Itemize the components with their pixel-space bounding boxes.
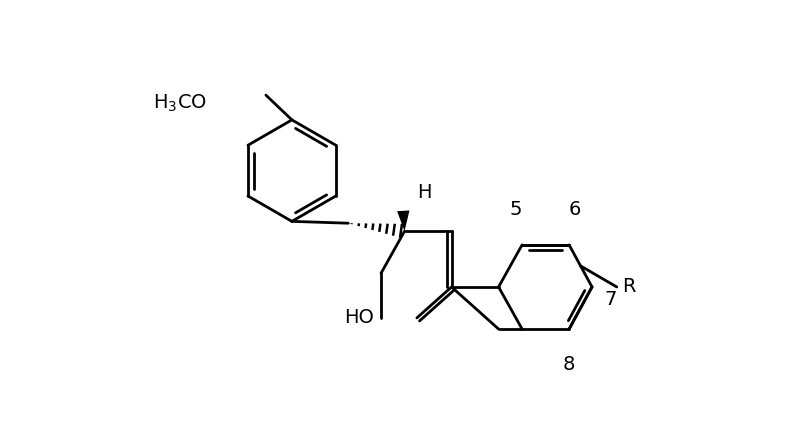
Text: R: R	[621, 278, 635, 297]
Text: 7: 7	[605, 290, 617, 309]
Text: H: H	[417, 183, 431, 202]
Text: H$_3$CO: H$_3$CO	[153, 93, 207, 114]
Text: 5: 5	[510, 200, 522, 219]
Text: HO: HO	[344, 309, 374, 328]
Polygon shape	[397, 210, 410, 231]
Text: 8: 8	[563, 355, 576, 374]
Text: 6: 6	[569, 200, 581, 219]
